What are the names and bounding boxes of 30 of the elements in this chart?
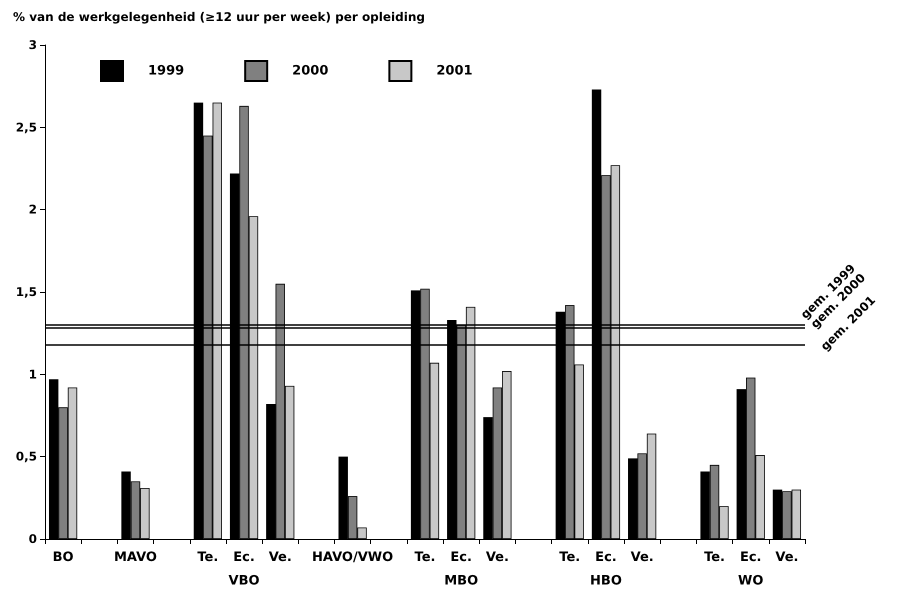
text: VBO [228,574,260,588]
x-tick-label: BO [52,550,74,565]
legend-label: 2000 [292,64,328,78]
x-tick-label: Ve. [775,550,798,565]
x-tick-label: Ve. [630,550,654,565]
y-tick-label: 1,5 [16,285,37,299]
legend-label: 2001 [436,64,473,78]
y-tick-label: 3 [28,38,37,52]
x-tick-label: Ve. [268,550,292,565]
x-tick-label: MAVO [114,550,157,565]
legend-label: 1999 [148,64,184,78]
text: WO [738,574,764,588]
x-tick-label: Te. [197,550,218,565]
x-tick-label: Ve. [486,550,509,565]
y-tick-label: 2,5 [16,120,37,134]
text: HBO [590,574,622,588]
x-tick-label: HAVO/VWO [312,550,394,565]
y-tick-label: 0 [28,532,37,546]
x-tick-label: Te. [414,550,436,565]
x-tick-label: Te. [704,550,725,565]
x-tick-label: Ec. [740,550,762,565]
y-tick-label: 0,5 [16,450,37,464]
x-tick-label: Ec. [595,550,617,565]
x-tick-label: Te. [559,550,580,565]
x-tick-label: Ec. [450,550,472,565]
x-tick-label: Ec. [233,550,255,565]
y-tick-label: 2 [28,202,37,217]
text: MBO [444,574,478,588]
y-tick-label: 1 [28,367,37,382]
chart-title: % van de werkgelegenheid (≥12 uur per week) per opleiding [13,10,425,24]
